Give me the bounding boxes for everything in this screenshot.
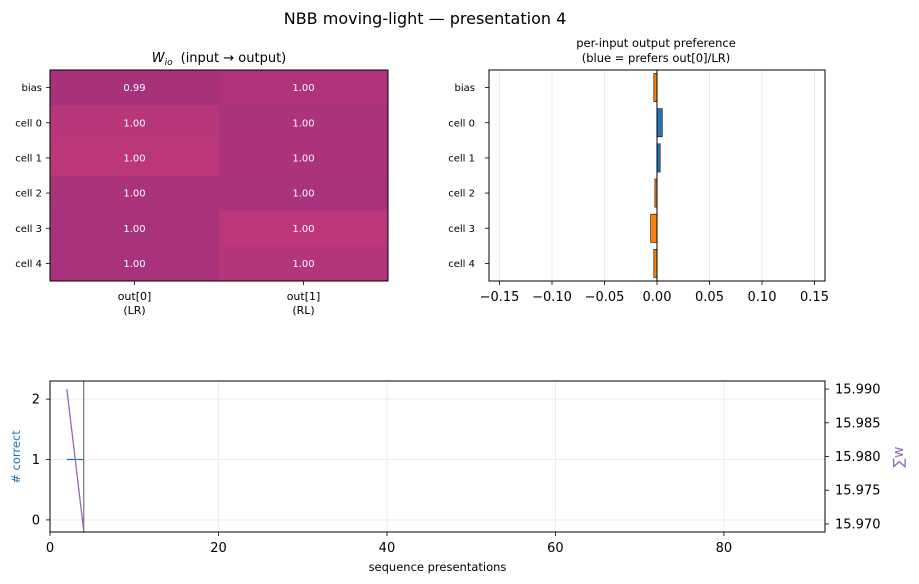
bar-xtick-label: 0.00 xyxy=(643,290,672,305)
heatmap-cell-label: 1.00 xyxy=(292,83,314,94)
heatmap-cell xyxy=(219,140,389,176)
line-series xyxy=(66,381,85,532)
heatmap-title-w: W xyxy=(152,51,166,66)
line-ytick-label-right: 15.975 xyxy=(835,484,881,499)
bar-category-label: cell 1 xyxy=(448,153,475,164)
line-ytick-label-left: 1 xyxy=(32,453,40,468)
heatmap-cell-label: 1.00 xyxy=(292,118,314,129)
heatmap-col-sublabel: (LR) xyxy=(123,304,145,317)
heatmap-cell xyxy=(50,245,220,282)
heatmap-col-label: out[0] xyxy=(118,290,152,303)
heatmap-cell-label: 1.00 xyxy=(123,189,145,200)
line-xtick-label: 0 xyxy=(46,541,54,556)
heatmap-title: Wio (input → output) xyxy=(152,51,287,68)
heatmap-frame xyxy=(49,69,389,282)
line-ytick-label-right: 15.985 xyxy=(835,416,881,431)
heatmap-cell xyxy=(50,105,220,141)
bar-title-line1: per-input output preference xyxy=(576,36,736,50)
heatmap-row-label: cell 3 xyxy=(15,224,42,235)
heatmap-cell xyxy=(219,70,389,106)
heatmap-cell-label: 1.00 xyxy=(123,153,145,164)
heatmap-cell xyxy=(219,105,389,141)
bar-panel: per-input output preference (blue = pref… xyxy=(448,36,829,305)
line-ytick-label-left: 2 xyxy=(32,393,40,408)
heatmap-col-label: out[1] xyxy=(287,290,321,303)
heatmap-cell xyxy=(50,70,220,106)
heatmap-cell-label: 1.00 xyxy=(123,118,145,129)
bar-category-label: cell 4 xyxy=(448,259,475,270)
heatmap-cell xyxy=(50,210,220,247)
line-ytick-label-right: 15.970 xyxy=(835,517,881,532)
heatmap-axes: bias cell 0 cell 1 cell 2 cell 3 cell 4 out[0]… xyxy=(15,83,320,317)
heatmap-cell xyxy=(219,245,389,282)
bar-axes: −0.15 −0.10 −0.05 0.00 0.05 0.10 0.15 bias cell … xyxy=(448,83,829,305)
bar-category-label: cell 0 xyxy=(448,118,475,129)
heatmap-cell xyxy=(219,175,389,212)
line-axes: 0 20 40 60 80 0 1 2 15.970 15.975 15.980 15.985 15.9… xyxy=(32,383,881,556)
bar-xtick-label: 0.15 xyxy=(800,290,829,305)
bar-mark xyxy=(650,213,658,243)
line-ylabel-right: ∑w xyxy=(891,447,907,468)
heatmap-cell-label: 1.00 xyxy=(292,259,314,270)
bar-xtick-label: −0.05 xyxy=(585,290,625,305)
heatmap-panel: Wio (input → output) 0.99 1.00 1.00 1.00 1.00… xyxy=(15,51,389,317)
line-grid xyxy=(49,381,825,532)
bar-category-label: cell 2 xyxy=(448,189,475,200)
weight-sum-series xyxy=(66,389,85,531)
heatmap-title-rest: (input → output) xyxy=(181,51,287,66)
heatmap-row-label: cell 1 xyxy=(15,153,42,164)
figure-title: NBB moving-light — presentation 4 xyxy=(284,9,567,28)
bar-bars xyxy=(650,70,663,281)
bar-xtick-label: −0.10 xyxy=(532,290,572,305)
line-xtick-label: 20 xyxy=(210,541,227,556)
bar-title-line2: (blue = prefers out[0]/LR) xyxy=(582,51,731,65)
bar-category-label: cell 3 xyxy=(448,224,475,235)
bar-xtick-label: −0.15 xyxy=(480,290,520,305)
heatmap-row-label: cell 0 xyxy=(15,118,42,129)
line-ytick-label-right: 15.990 xyxy=(835,383,881,398)
heatmap-row-label: cell 4 xyxy=(15,259,42,270)
heatmap-cell xyxy=(50,175,220,212)
heatmap-cell xyxy=(50,140,220,176)
line-xtick-label: 80 xyxy=(716,541,733,556)
heatmap-cell-label: 1.00 xyxy=(123,224,145,235)
line-ytick-label-right: 15.980 xyxy=(835,450,881,465)
bar-category-label: bias xyxy=(455,83,475,94)
heatmap-cell xyxy=(219,210,389,247)
line-xtick-label: 60 xyxy=(547,541,564,556)
bar-xtick-label: 0.10 xyxy=(748,290,777,305)
heatmap-cells: 0.99 1.00 1.00 1.00 1.00 1.00 1.00 1.00 1.00 1.00… xyxy=(50,70,389,282)
line-ytick-label-left: 0 xyxy=(32,513,40,528)
bar-mark xyxy=(656,108,663,138)
line-ylabel-left: # correct xyxy=(9,430,23,484)
heatmap-cell-label: 1.00 xyxy=(292,224,314,235)
heatmap-cell-label: 0.99 xyxy=(123,83,145,94)
line-panel: 0 20 40 60 80 0 1 2 15.970 15.975 15.980 15.985 15.9… xyxy=(9,380,907,574)
line-frame xyxy=(49,380,826,533)
bar-xtick-label: 0.05 xyxy=(695,290,724,305)
heatmap-row-label: cell 2 xyxy=(15,189,42,200)
heatmap-cell-label: 1.00 xyxy=(292,153,314,164)
heatmap-row-label: bias xyxy=(22,83,42,94)
line-xlabel: sequence presentations xyxy=(369,560,507,574)
heatmap-col-sublabel: (RL) xyxy=(292,304,314,317)
heatmap-cell-label: 1.00 xyxy=(292,189,314,200)
heatmap-title-subscript: io xyxy=(165,58,174,68)
line-xtick-label: 40 xyxy=(379,541,396,556)
heatmap-cell-label: 1.00 xyxy=(123,259,145,270)
